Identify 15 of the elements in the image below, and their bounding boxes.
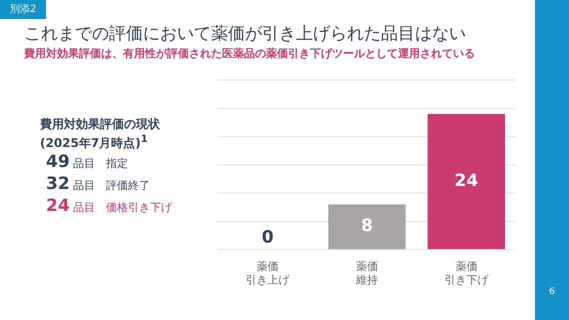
text: 24 品目 価格引き下げ xyxy=(46,195,172,217)
text: 別添2 xyxy=(0,0,46,19)
chart-subtitle: 費用対効果評価は、有用性が評価された医薬品の薬価引き下げツールとして運用されている xyxy=(24,46,475,61)
text: 6 xyxy=(548,287,556,297)
text: 32 品目 評価終了 xyxy=(46,173,152,195)
data-label: 8 xyxy=(361,216,373,236)
x-tick-label: 薬価引き下げ xyxy=(444,260,490,286)
data-label: 0 xyxy=(262,228,274,248)
text: 49 品目 指定 xyxy=(46,151,130,173)
x-tick-label: 薬価引き上げ xyxy=(246,260,291,286)
text: 費用対効果評価の現状 xyxy=(40,116,161,132)
chart-title: これまでの評価において薬価が引き上げられた品目はない xyxy=(24,23,466,45)
text: (2025年7月時点)$^{1}$ xyxy=(40,133,149,151)
x-tick-label: 薬価維持 xyxy=(355,260,378,286)
data-label: 24 xyxy=(454,170,478,191)
